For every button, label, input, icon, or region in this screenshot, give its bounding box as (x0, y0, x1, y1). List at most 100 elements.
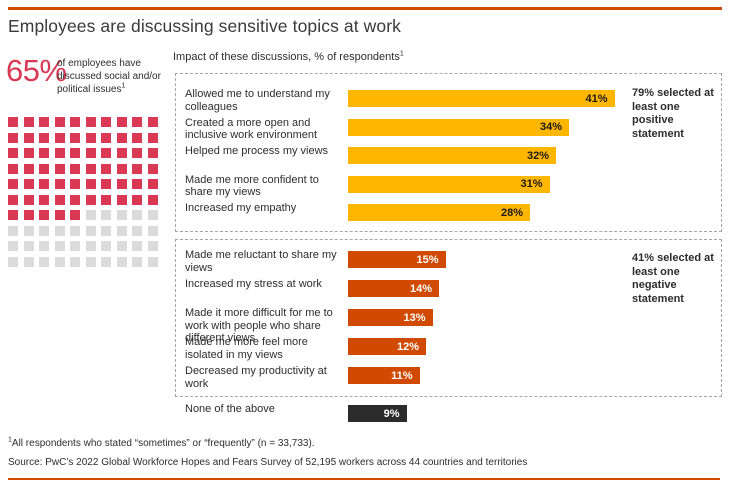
waffle-square (39, 225, 49, 236)
negative-bar: 11% (348, 367, 420, 384)
waffle-square (23, 132, 34, 143)
positive-bar: 32% (348, 147, 556, 164)
stat-caption: of employees have discussed social and/o… (57, 57, 165, 96)
waffle-square (132, 148, 142, 158)
waffle-square (147, 256, 158, 267)
waffle-square (39, 256, 49, 267)
chart-header: Impact of these discussions, % of respon… (173, 50, 404, 63)
waffle-square (23, 117, 34, 127)
waffle-square (23, 194, 34, 205)
waffle-square (54, 117, 65, 127)
chart-header-footnote-marker: 1 (399, 50, 404, 58)
positive-bar-label: Created a more open and inclusive work e… (185, 116, 318, 142)
negative-bar: 14% (348, 280, 439, 297)
waffle-square (23, 256, 34, 267)
waffle-square (85, 179, 96, 189)
waffle-square (101, 148, 111, 158)
page-title: Employees are discussing sensitive topic… (8, 16, 401, 36)
waffle-square (132, 256, 142, 267)
waffle-square (39, 132, 49, 143)
waffle-square (85, 117, 96, 127)
waffle-square (147, 132, 158, 143)
positive-bar: 34% (348, 118, 569, 136)
bottom-accent-rule (8, 478, 720, 480)
waffle-square (39, 194, 49, 205)
waffle-square (8, 132, 18, 143)
waffle-square (23, 163, 34, 174)
waffle-square (8, 210, 18, 220)
stat-footnote-marker: 1 (121, 82, 126, 90)
waffle-square (23, 225, 34, 236)
chart-header-text: Impact of these discussions, % of respon… (173, 51, 400, 63)
waffle-square (70, 179, 80, 189)
waffle-square (23, 179, 34, 189)
waffle-square (85, 225, 96, 236)
waffle-square (23, 210, 34, 220)
none-bar-label: None of the above (185, 403, 275, 415)
waffle-square (54, 194, 65, 205)
positive-bar-label: Allowed me to understand my colleagues (185, 88, 330, 113)
waffle-square (85, 210, 96, 220)
negative-annotation: 41% selected at least one negative state… (632, 252, 714, 305)
waffle-square (54, 132, 65, 143)
waffle-square (101, 132, 111, 143)
waffle-square (116, 256, 127, 267)
waffle-square (85, 163, 96, 174)
waffle-square (39, 148, 49, 158)
waffle-square (147, 210, 158, 220)
waffle-square (132, 241, 142, 251)
positive-bar-label: Increased my empathy (185, 202, 297, 214)
top-accent-rule (8, 7, 722, 10)
waffle-square (147, 148, 158, 158)
waffle-square (70, 148, 80, 158)
waffle-square (147, 117, 158, 127)
waffle-square (85, 256, 96, 267)
footnote-1: 1All respondents who stated “sometimes” … (8, 436, 315, 449)
waffle-square (132, 163, 142, 174)
waffle-square (85, 241, 96, 251)
waffle-square (101, 225, 111, 236)
waffle-square (85, 148, 96, 158)
waffle-square (54, 241, 65, 251)
waffle-square (132, 179, 142, 189)
waffle-square (101, 194, 111, 205)
stat-caption-text: of employees have discussed social and/o… (57, 58, 161, 95)
waffle-square (39, 179, 49, 189)
positive-bar: 28% (348, 204, 530, 221)
waffle-square (8, 179, 18, 189)
waffle-square (116, 225, 127, 236)
waffle-square (8, 194, 18, 205)
waffle-chart (8, 117, 158, 267)
waffle-square (23, 148, 34, 158)
waffle-square (70, 117, 80, 127)
positive-bar: 41% (348, 90, 615, 107)
waffle-square (70, 225, 80, 236)
waffle-square (39, 117, 49, 127)
waffle-square (8, 241, 18, 251)
positive-bar: 31% (348, 175, 550, 193)
negative-bar-label: Made me reluctant to share my views (185, 249, 337, 274)
waffle-square (8, 163, 18, 174)
none-bar: 9% (348, 405, 407, 422)
waffle-square (101, 163, 111, 174)
footnote-1-marker: 1 (8, 436, 12, 444)
waffle-square (132, 132, 142, 143)
waffle-square (70, 241, 80, 251)
waffle-square (39, 210, 49, 220)
waffle-square (54, 148, 65, 158)
waffle-square (8, 117, 18, 127)
waffle-square (39, 241, 49, 251)
waffle-square (132, 117, 142, 127)
negative-bar-label: Made me more feel more isolated in my vi… (185, 336, 308, 361)
waffle-square (70, 163, 80, 174)
waffle-square (39, 163, 49, 174)
source-line: Source: PwC’s 2022 Global Workforce Hope… (8, 457, 528, 468)
negative-bar: 12% (348, 338, 426, 355)
waffle-square (116, 194, 127, 205)
waffle-square (101, 256, 111, 267)
waffle-square (116, 117, 127, 127)
positive-annotation: 79% selected at least one positive state… (632, 87, 714, 140)
waffle-square (70, 132, 80, 143)
waffle-square (132, 210, 142, 220)
